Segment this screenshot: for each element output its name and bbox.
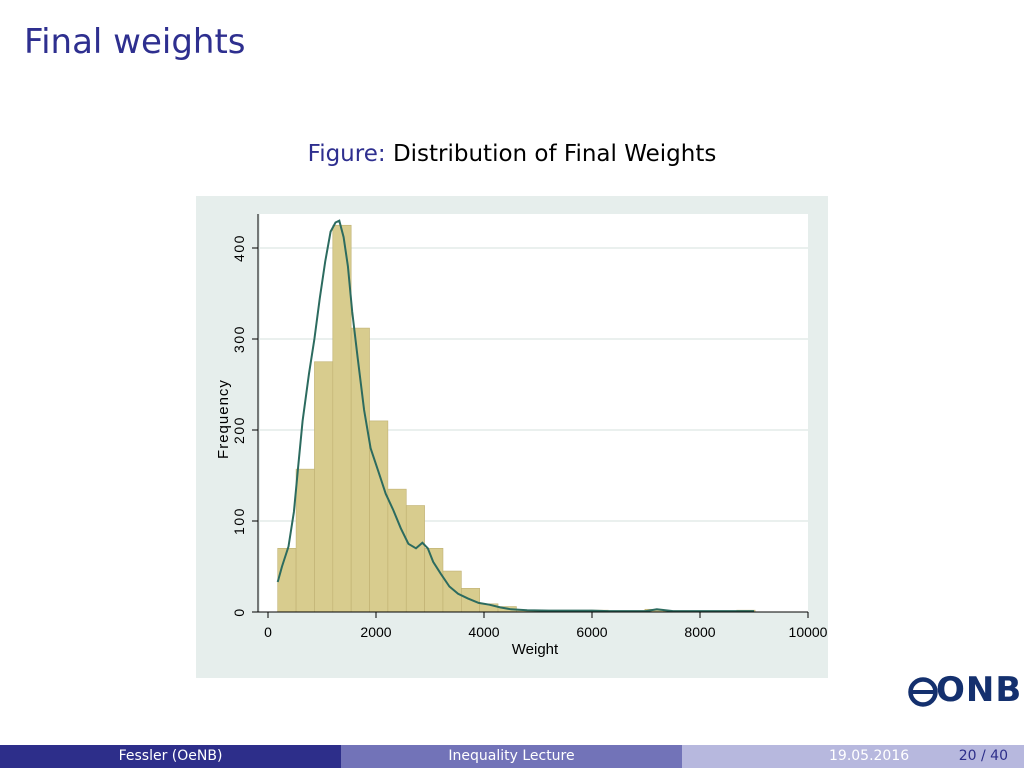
footer-author: Fessler (OeNB) bbox=[0, 745, 341, 768]
y-tick-label: 400 bbox=[231, 234, 247, 262]
figure-caption: Figure: Distribution of Final Weights bbox=[0, 141, 1024, 167]
histogram-bar bbox=[387, 488, 407, 613]
figure-caption-text: Distribution of Final Weights bbox=[392, 141, 717, 167]
x-tick-label: 2000 bbox=[360, 624, 391, 640]
x-axis-label: Weight bbox=[512, 641, 559, 658]
footer-course: Inequality Lecture bbox=[341, 745, 682, 768]
x-tick-label: 10000 bbox=[789, 624, 828, 640]
histogram-bar bbox=[314, 361, 334, 613]
y-tick-label: 0 bbox=[231, 607, 247, 616]
y-tick-label: 300 bbox=[231, 325, 247, 353]
histogram-bar bbox=[442, 570, 462, 613]
density-curve bbox=[276, 219, 754, 613]
histogram-bars bbox=[277, 224, 756, 613]
footer-meta: 19.05.2016 20 / 40 bbox=[682, 745, 1024, 768]
oenb-logo bbox=[908, 677, 938, 707]
logo-e-icon bbox=[908, 677, 938, 707]
histogram-bar bbox=[277, 547, 297, 613]
histogram-bar bbox=[350, 327, 370, 613]
axes bbox=[257, 214, 808, 613]
footer-date: 19.05.2016 bbox=[829, 748, 910, 764]
histogram-bar bbox=[424, 547, 444, 613]
y-tick-label: 200 bbox=[231, 416, 247, 444]
y-axis-label: Frequency bbox=[215, 379, 232, 459]
x-tick-label: 4000 bbox=[468, 624, 499, 640]
footer-page-number: 20 / 40 bbox=[958, 748, 1008, 764]
slide-title: Final weights bbox=[24, 22, 246, 62]
y-tick-label: 100 bbox=[231, 507, 247, 535]
x-tick-label: 0 bbox=[264, 624, 272, 640]
histogram-chart: 0 100 200 300 400 0 2000 4000 6000 8000 10000 Wei… bbox=[196, 196, 828, 678]
x-tick-label: 8000 bbox=[684, 624, 715, 640]
histogram-bar bbox=[405, 505, 425, 613]
figure-caption-prefix: Figure: bbox=[307, 141, 386, 167]
histogram-bar bbox=[332, 224, 352, 613]
x-ticks: 0 2000 4000 6000 8000 10000 bbox=[264, 612, 828, 640]
y-ticks: 0 100 200 300 400 bbox=[231, 234, 258, 617]
logo-text: ONB bbox=[936, 670, 1023, 710]
histogram-bar bbox=[369, 420, 389, 613]
x-tick-label: 6000 bbox=[576, 624, 607, 640]
footer-bar: Fessler (OeNB) Inequality Lecture 19.05.… bbox=[0, 745, 1024, 768]
histogram-bar bbox=[295, 468, 315, 613]
